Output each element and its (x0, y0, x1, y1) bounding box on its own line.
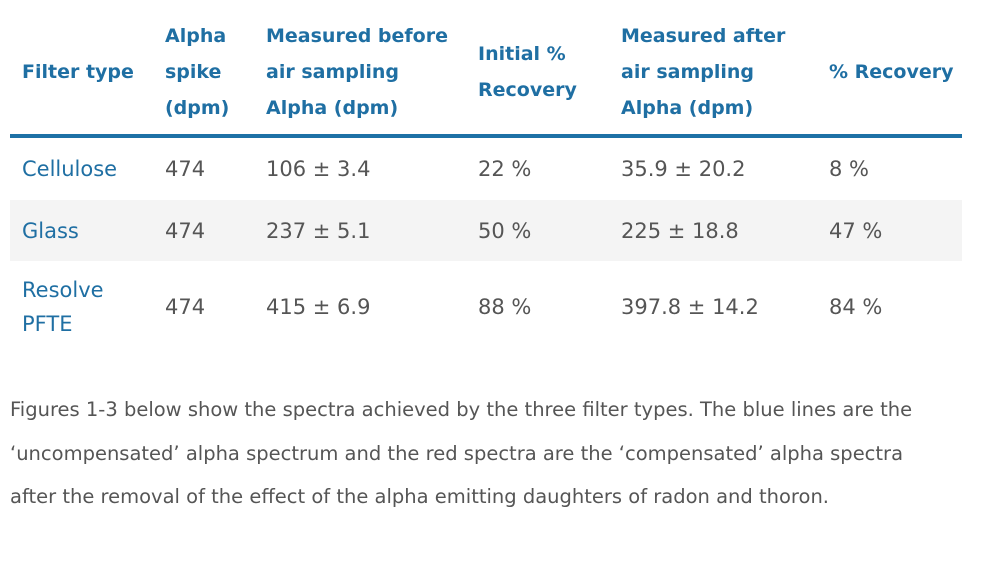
cell-filter-type: Cellulose (22, 157, 118, 181)
header-measured-before: Measured before air sampling Alpha (dpm) (254, 10, 466, 138)
cell-measured-after: 225 ± 18.8 (609, 200, 817, 261)
cell-filter-type: Glass (10, 200, 153, 261)
cell-recovery: 8 % (829, 157, 869, 181)
cell-filter-type: Resolve PFTE (22, 278, 104, 336)
cell-initial-recovery: 22 % (478, 157, 532, 181)
recovery-table-container: Filter type Alpha spike (dpm) Measured b… (10, 10, 962, 353)
cell-recovery: 47 % (817, 200, 962, 261)
figure-caption-paragraph: Figures 1-3 below show the spectra achie… (10, 398, 913, 508)
cell-recovery: 84 % (829, 295, 883, 319)
recovery-table: Filter type Alpha spike (dpm) Measured b… (10, 10, 962, 353)
table-row: Resolve PFTE 474 415 ± 6.9 88 % 397.8 ± … (10, 261, 962, 353)
table-row: Cellulose 474 106 ± 3.4 22 % 35.9 ± 20.2… (10, 136, 962, 200)
cell-initial-recovery: 88 % (478, 295, 532, 319)
cell-measured-after: 35.9 ± 20.2 (621, 157, 746, 181)
header-initial-recovery: Initial % Recovery (466, 10, 609, 138)
header-alpha-spike: Alpha spike (dpm) (153, 10, 254, 138)
cell-alpha-spike: 474 (165, 295, 206, 319)
cell-alpha-spike: 474 (153, 200, 254, 261)
cell-measured-after: 397.8 ± 14.2 (621, 295, 759, 319)
header-measured-after: Measured after air sampling Alpha (dpm) (609, 10, 817, 138)
table-header: Filter type Alpha spike (dpm) Measured b… (10, 10, 962, 138)
cell-measured-before: 106 ± 3.4 (266, 157, 371, 181)
header-recovery: % Recovery (817, 10, 962, 138)
cell-alpha-spike: 474 (165, 157, 206, 181)
header-filter-type: Filter type (10, 10, 153, 138)
cell-initial-recovery: 50 % (466, 200, 609, 261)
header-row: Filter type Alpha spike (dpm) Measured b… (10, 10, 962, 138)
table-body: Cellulose 474 106 ± 3.4 22 % 35.9 ± 20.2… (10, 136, 962, 353)
cell-measured-before: 415 ± 6.9 (266, 295, 371, 319)
cell-measured-before: 237 ± 5.1 (254, 200, 466, 261)
table-row: Glass 474 237 ± 5.1 50 % 225 ± 18.8 47 % (10, 200, 962, 261)
